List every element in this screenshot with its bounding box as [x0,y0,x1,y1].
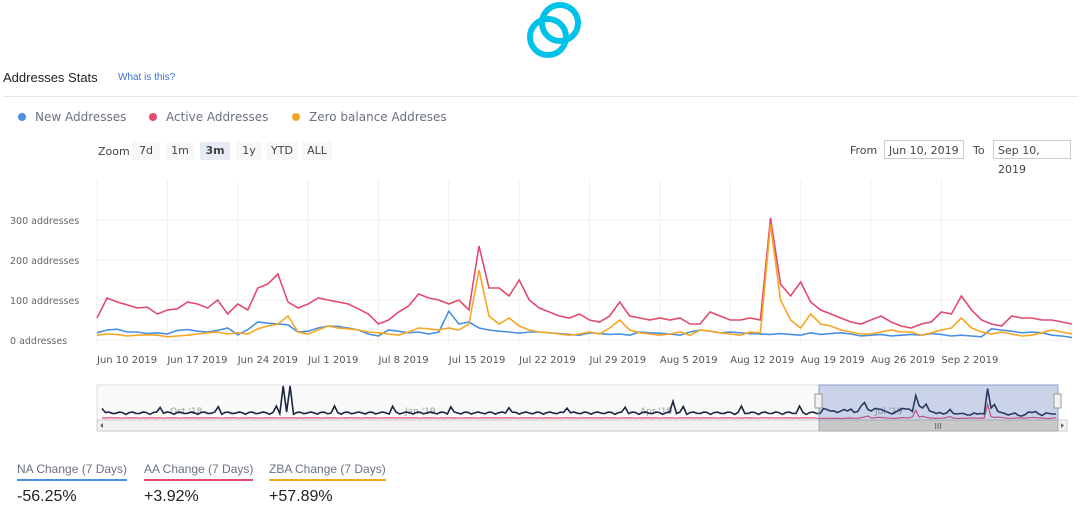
legend-dot-icon [18,113,26,121]
scroll-left-arrow-icon[interactable] [100,423,103,428]
to-date-input[interactable]: Sep 10, 2019 [993,140,1071,176]
page-title: Addresses Stats [3,70,98,85]
x-tick-label: Jul 15 2019 [448,355,506,366]
x-tick-label: Jul 29 2019 [589,355,647,366]
navigator-left-handle[interactable] [814,393,823,409]
legend-item-active-addresses[interactable]: Active Addresses [149,110,268,124]
y-tick-label: 0 addresses [10,336,67,347]
from-date-input[interactable]: Jun 10, 2019 [884,140,964,159]
navigator-right-handle[interactable] [1053,393,1062,409]
x-tick-label: Sep 2 2019 [941,355,998,366]
legend-dot-icon [149,113,157,121]
section-header: Addresses Stats What is this? [3,70,1078,97]
na-change-stat: NA Change (7 Days) -56.25% [17,462,128,506]
x-tick-label: Jun 17 2019 [166,355,227,366]
navigator-scrollbar[interactable] [96,419,1068,432]
zoom-label: Zoom [98,145,130,158]
navigator-selection[interactable] [818,384,1059,421]
scrollbar-grip: III [934,422,941,431]
aa-change-stat: AA Change (7 Days) +3.92% [144,462,254,506]
navigator-scrollbar-thumb[interactable] [818,419,1059,432]
series-line-new-addresses [96,309,1073,339]
navigator-series-line [101,402,1057,420]
scroll-right-arrow-icon[interactable] [1061,423,1064,428]
series-line-zero-balance-addreses [96,223,1073,338]
legend-label: Zero balance Addreses [309,110,447,124]
zoom-1m-button[interactable]: 1m [166,142,194,160]
y-tick-label: 200 addresses [10,256,79,267]
x-tick-label: Jul 8 2019 [377,355,428,366]
y-tick-label: 100 addresses [10,296,79,307]
series-line-active-addresses [96,217,1073,329]
x-tick-label: Aug 19 2019 [801,355,865,366]
navigator: Oct '18 Jan '19 Apr '19 Jul '19 III [96,384,1068,432]
zba-change-title: ZBA Change (7 Days) [269,462,386,481]
x-tick-label: Jul 22 2019 [518,355,576,366]
legend-label: New Addresses [35,110,127,124]
zoom-1y-button[interactable]: 1y [236,142,262,160]
navigator-label: Oct '18 [170,407,203,417]
zoom-all-button[interactable]: ALL [302,142,332,160]
x-tick-label: Aug 12 2019 [730,355,794,366]
x-tick-label: Jul 1 2019 [307,355,358,366]
zba-change-stat: ZBA Change (7 Days) +57.89% [269,462,386,506]
main-line-chart: 0 addresses 100 addresses 200 addresses 300… [10,180,1073,366]
x-tick-label: Aug 5 2019 [660,355,718,366]
brand-logo [527,2,581,58]
zoom-7d-button[interactable]: 7d [132,142,160,160]
na-change-title: NA Change (7 Days) [17,462,128,481]
y-tick-label: 300 addresses [10,216,79,227]
legend-dot-icon [292,113,300,121]
x-tick-label: Aug 26 2019 [871,355,935,366]
zoom-ytd-button[interactable]: YTD [266,142,298,160]
navigator-series-line [101,385,1056,417]
zoom-3m-button[interactable]: 3m [200,142,230,160]
x-tick-label: Jun 10 2019 [96,355,157,366]
zba-change-value: +57.89% [269,488,333,505]
legend-item-new-addresses[interactable]: New Addresses [18,110,126,124]
what-is-this-link[interactable]: What is this? [118,72,176,83]
aa-change-value: +3.92% [144,488,199,505]
from-label: From [850,144,878,157]
x-tick-label: Jun 24 2019 [237,355,298,366]
legend-item-zero-balance[interactable]: Zero balance Addreses [292,110,447,124]
legend-label: Active Addresses [166,110,269,124]
aa-change-title: AA Change (7 Days) [144,462,254,481]
na-change-value: -56.25% [17,488,77,505]
to-label: To [973,144,985,157]
